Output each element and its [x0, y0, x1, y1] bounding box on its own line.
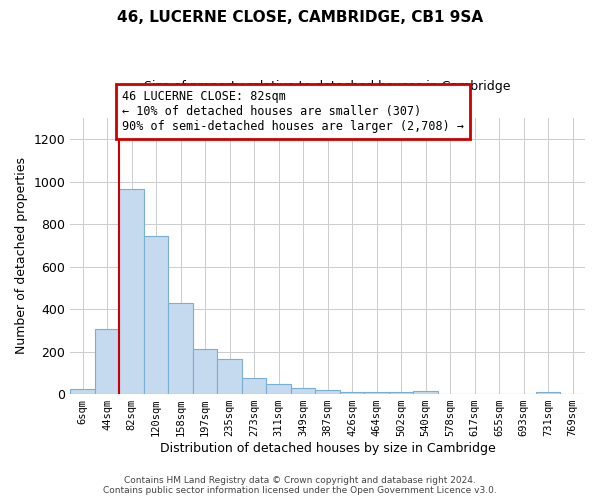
Title: Size of property relative to detached houses in Cambridge: Size of property relative to detached ho…: [145, 80, 511, 93]
Bar: [316, 390, 340, 394]
Bar: [95, 329, 119, 394]
Text: Contains HM Land Registry data © Crown copyright and database right 2024.
Contai: Contains HM Land Registry data © Crown c…: [103, 476, 497, 495]
Bar: [413, 391, 438, 394]
Bar: [266, 384, 291, 394]
Text: 46, LUCERNE CLOSE, CAMBRIDGE, CB1 9SA: 46, LUCERNE CLOSE, CAMBRIDGE, CB1 9SA: [117, 10, 483, 25]
Bar: [536, 392, 560, 394]
Bar: [364, 392, 389, 394]
Bar: [291, 388, 316, 394]
Y-axis label: Number of detached properties: Number of detached properties: [15, 158, 28, 354]
Text: 46 LUCERNE CLOSE: 82sqm
← 10% of detached houses are smaller (307)
90% of semi-d: 46 LUCERNE CLOSE: 82sqm ← 10% of detache…: [122, 90, 464, 132]
Bar: [389, 392, 413, 394]
Bar: [144, 236, 169, 394]
Bar: [119, 189, 144, 394]
Bar: [340, 392, 364, 394]
Bar: [242, 378, 266, 394]
Bar: [70, 389, 95, 394]
Bar: [193, 350, 217, 394]
Bar: [169, 302, 193, 394]
X-axis label: Distribution of detached houses by size in Cambridge: Distribution of detached houses by size …: [160, 442, 496, 455]
Bar: [217, 359, 242, 394]
